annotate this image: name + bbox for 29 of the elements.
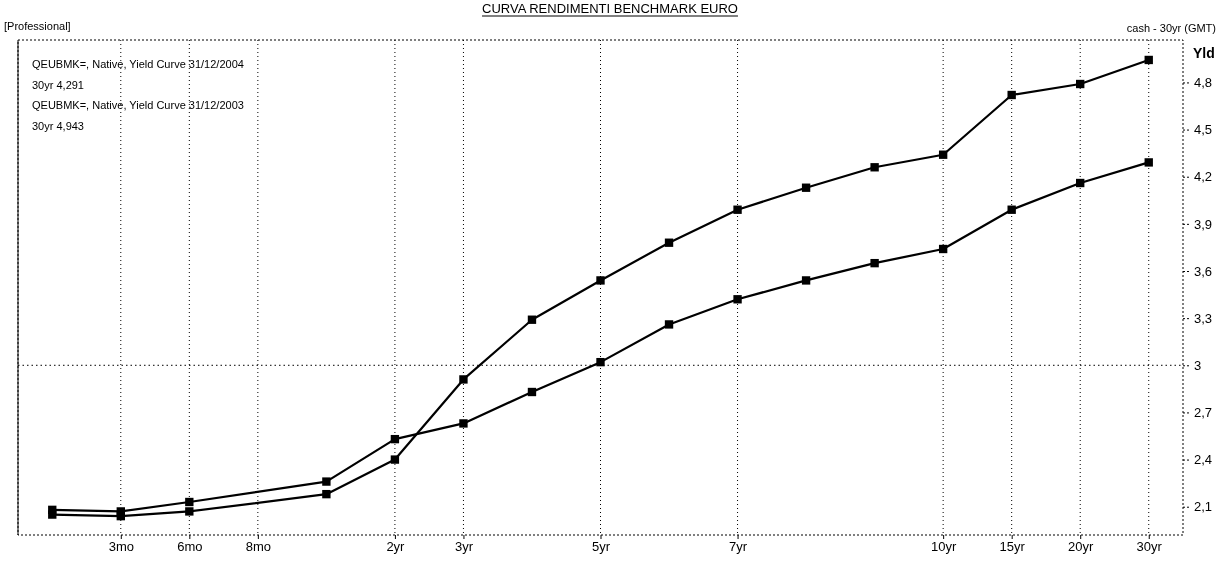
text: [Professional] — [4, 20, 71, 32]
x-tick-label: 10yr — [931, 539, 957, 555]
x-tick-label: 15yr — [999, 539, 1026, 555]
x-tick-label: 3yr — [454, 539, 474, 555]
y-tick-label: 3,3 — [1194, 310, 1213, 326]
y-tick-label: 4,2 — [1194, 169, 1213, 185]
chart-title: CURVA RENDIMENTI BENCHMARK EURO — [482, 1, 738, 16]
annotation: QEUBMK=, Native, Yield Curve 31/12/2004 — [32, 58, 244, 70]
x-tick-label: 6mo — [177, 539, 203, 555]
y-tick-label: 4,5 — [1194, 122, 1213, 138]
y-tick-label: 3 — [1194, 357, 1202, 373]
annotation: 30yr 4,943 — [32, 119, 84, 132]
y-tick-label: 3,9 — [1194, 216, 1213, 232]
y-tick-label: 4,8 — [1194, 75, 1213, 91]
x-tick-label: 5yr — [591, 539, 611, 555]
x-tick-label: 7yr — [729, 539, 748, 555]
annotation: QEUBMK=, Native, Yield Curve 31/12/2003 — [32, 99, 244, 111]
text: cash - 30yr (GMT) — [1126, 22, 1216, 34]
y-axis-title: Yld — [1193, 45, 1215, 61]
y-tick-label: 2,4 — [1194, 452, 1213, 468]
y-tick-label: 2,1 — [1194, 499, 1213, 515]
annotation: 30yr 4,291 — [32, 78, 84, 91]
y-tick-label: 2,7 — [1194, 405, 1213, 421]
x-tick-label: 3mo — [108, 539, 134, 555]
x-tick-label: 8mo — [245, 539, 271, 555]
y-tick-label: 3,6 — [1194, 263, 1213, 279]
x-tick-label: 30yr — [1136, 539, 1163, 555]
x-tick-label: 20yr — [1068, 539, 1095, 555]
x-tick-label: 2yr — [386, 539, 406, 555]
